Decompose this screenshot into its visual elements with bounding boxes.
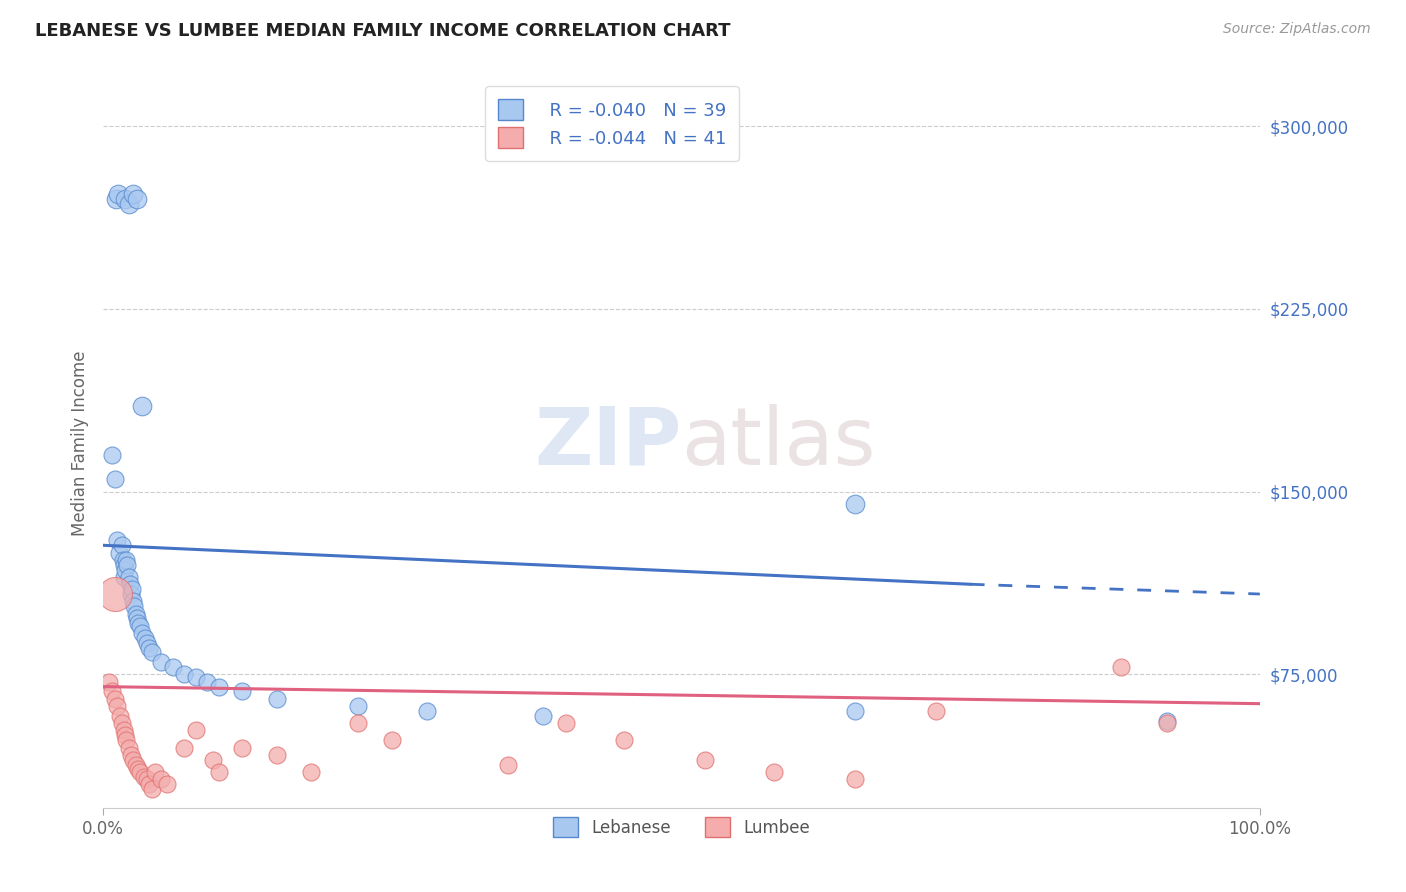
Point bbox=[127, 616, 149, 631]
Point bbox=[156, 777, 179, 791]
Point bbox=[346, 716, 368, 731]
Point bbox=[381, 733, 404, 747]
Point bbox=[121, 582, 143, 596]
Point bbox=[122, 753, 145, 767]
Point bbox=[184, 723, 207, 738]
Point bbox=[117, 570, 139, 584]
Point bbox=[134, 631, 156, 645]
Point bbox=[844, 772, 866, 787]
Point bbox=[111, 716, 134, 731]
Point bbox=[104, 473, 127, 487]
Point bbox=[125, 192, 148, 206]
Point bbox=[173, 740, 195, 755]
Point bbox=[117, 740, 139, 755]
Point bbox=[117, 558, 139, 572]
Point bbox=[112, 558, 135, 572]
Point bbox=[416, 704, 439, 718]
Point bbox=[101, 684, 124, 698]
Point bbox=[114, 728, 136, 742]
Point bbox=[120, 587, 142, 601]
Point bbox=[496, 757, 519, 772]
Point bbox=[844, 497, 866, 511]
Point bbox=[120, 747, 142, 762]
Point bbox=[231, 684, 253, 698]
Point bbox=[141, 645, 163, 659]
Point bbox=[131, 626, 153, 640]
Point bbox=[114, 563, 136, 577]
Point bbox=[1156, 716, 1178, 731]
Text: atlas: atlas bbox=[682, 404, 876, 482]
Point bbox=[346, 699, 368, 714]
Point bbox=[111, 553, 134, 567]
Text: LEBANESE VS LUMBEE MEDIAN FAMILY INCOME CORRELATION CHART: LEBANESE VS LUMBEE MEDIAN FAMILY INCOME … bbox=[35, 22, 731, 40]
Point bbox=[132, 770, 155, 784]
Point bbox=[925, 704, 948, 718]
Point bbox=[129, 618, 152, 632]
Point bbox=[115, 733, 138, 747]
Point bbox=[124, 757, 146, 772]
Point bbox=[693, 753, 716, 767]
Point bbox=[101, 448, 124, 462]
Point bbox=[127, 763, 149, 777]
Point bbox=[1109, 660, 1132, 674]
Point bbox=[1156, 714, 1178, 728]
Point bbox=[195, 674, 218, 689]
Point bbox=[299, 764, 322, 779]
Point bbox=[104, 192, 127, 206]
Point bbox=[844, 704, 866, 718]
Y-axis label: Median Family Income: Median Family Income bbox=[72, 351, 89, 536]
Point bbox=[97, 674, 120, 689]
Point bbox=[208, 680, 231, 694]
Point bbox=[138, 640, 160, 655]
Text: ZIP: ZIP bbox=[534, 404, 682, 482]
Point bbox=[122, 187, 145, 202]
Point bbox=[124, 599, 146, 614]
Point bbox=[104, 587, 127, 601]
Point bbox=[613, 733, 636, 747]
Point bbox=[231, 740, 253, 755]
Point bbox=[141, 781, 163, 796]
Point bbox=[554, 716, 576, 731]
Point bbox=[173, 667, 195, 681]
Point bbox=[184, 670, 207, 684]
Point bbox=[138, 777, 160, 791]
Point bbox=[202, 753, 225, 767]
Point bbox=[105, 533, 128, 548]
Point bbox=[114, 192, 136, 206]
Point bbox=[129, 764, 152, 779]
Point bbox=[131, 400, 153, 414]
Point bbox=[124, 607, 146, 621]
Point bbox=[149, 772, 172, 787]
Point bbox=[136, 772, 159, 787]
Point bbox=[266, 691, 288, 706]
Point bbox=[143, 764, 166, 779]
Point bbox=[162, 660, 184, 674]
Point bbox=[110, 709, 132, 723]
Point bbox=[149, 655, 172, 669]
Legend: Lebanese, Lumbee: Lebanese, Lumbee bbox=[547, 810, 817, 844]
Point bbox=[105, 699, 128, 714]
Point bbox=[112, 723, 135, 738]
Point bbox=[107, 187, 129, 202]
Point bbox=[111, 538, 134, 552]
Point bbox=[118, 577, 141, 591]
Point bbox=[763, 764, 786, 779]
Point bbox=[115, 553, 138, 567]
Point bbox=[122, 594, 145, 608]
Text: Source: ZipAtlas.com: Source: ZipAtlas.com bbox=[1223, 22, 1371, 37]
Point bbox=[125, 611, 148, 625]
Point bbox=[104, 691, 127, 706]
Point bbox=[136, 636, 159, 650]
Point bbox=[112, 570, 135, 584]
Point bbox=[531, 709, 554, 723]
Point bbox=[266, 747, 288, 762]
Point bbox=[117, 197, 139, 211]
Point bbox=[208, 764, 231, 779]
Point bbox=[108, 545, 131, 559]
